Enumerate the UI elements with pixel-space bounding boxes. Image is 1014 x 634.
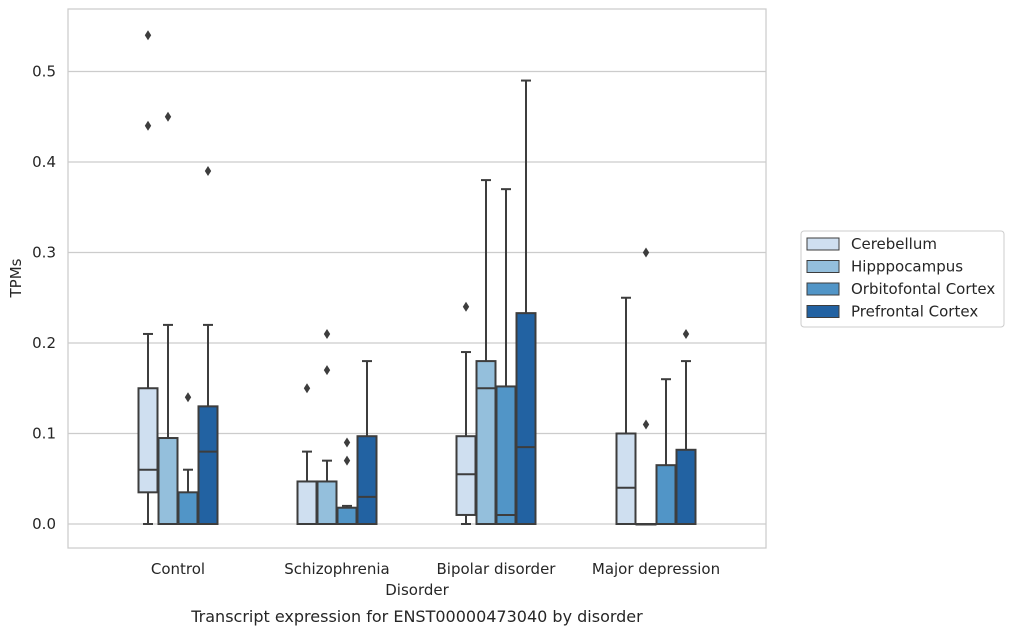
box-body bbox=[655, 464, 677, 525]
box-1-0 bbox=[157, 111, 179, 525]
x-tick-labels: Control Schizophrenia Bipolar disorder Majo… bbox=[151, 560, 720, 578]
box-body bbox=[675, 448, 697, 526]
y-axis-title: TPMs bbox=[7, 258, 25, 298]
outlier-marker bbox=[642, 419, 650, 430]
legend-swatch bbox=[806, 260, 840, 273]
outlier-marker bbox=[343, 437, 351, 448]
legend-label: Hipppocampus bbox=[851, 258, 963, 276]
chart-caption: Transcript expression for ENST0000047304… bbox=[190, 607, 643, 626]
box-body bbox=[316, 480, 338, 525]
box-body bbox=[515, 312, 537, 526]
x-tick-label: Bipolar disorder bbox=[437, 560, 557, 578]
y-tick-label: 0.4 bbox=[32, 153, 56, 171]
plot-area-frame bbox=[67, 8, 767, 549]
legend-label: Prefrontal Cortex bbox=[851, 303, 978, 321]
box-3-1 bbox=[356, 360, 378, 525]
outlier-marker bbox=[303, 383, 311, 394]
legend-swatch bbox=[806, 282, 840, 296]
box-3-0 bbox=[197, 166, 219, 526]
outlier-marker bbox=[343, 455, 351, 466]
outlier-marker bbox=[462, 301, 470, 312]
box-body bbox=[475, 360, 497, 525]
box-body bbox=[455, 435, 477, 516]
outlier-marker bbox=[642, 247, 650, 258]
box-body bbox=[157, 437, 179, 525]
box-body bbox=[177, 491, 199, 526]
legend: Cerebellum Hipppocampus Orbitofontal Corte… bbox=[800, 230, 1005, 328]
legend-label: Orbitofontal Cortex bbox=[851, 280, 995, 298]
box-2-1 bbox=[336, 437, 358, 525]
box-0-3 bbox=[615, 296, 637, 525]
box-body bbox=[197, 405, 219, 526]
y-tick-label: 0.2 bbox=[32, 334, 56, 352]
box-body bbox=[615, 432, 637, 525]
box-2-3 bbox=[655, 378, 677, 525]
x-tick-label: Control bbox=[151, 560, 205, 578]
y-tick-label: 0.3 bbox=[32, 244, 56, 262]
box-1-1 bbox=[316, 328, 338, 525]
outlier-marker bbox=[184, 392, 192, 403]
box-body bbox=[336, 506, 358, 525]
x-tick-label: Schizophrenia bbox=[284, 560, 389, 578]
y-tick-labels: 0.0 0.1 0.2 0.3 0.4 0.5 bbox=[32, 63, 56, 534]
legend-label: Cerebellum bbox=[851, 235, 937, 253]
box-0-0 bbox=[137, 30, 159, 525]
outlier-marker bbox=[682, 328, 690, 339]
outlier-marker bbox=[323, 365, 331, 376]
outlier-marker bbox=[204, 166, 212, 177]
box-2-0 bbox=[177, 392, 199, 526]
box-0-1 bbox=[296, 383, 318, 525]
outlier-marker bbox=[144, 120, 152, 131]
y-tick-label: 0.0 bbox=[32, 515, 56, 533]
legend-swatch bbox=[806, 237, 840, 251]
y-tick-label: 0.1 bbox=[32, 425, 56, 443]
y-tick-label: 0.5 bbox=[32, 63, 56, 81]
box-body bbox=[356, 435, 378, 525]
x-tick-label: Major depression bbox=[592, 560, 720, 578]
box-body bbox=[495, 385, 517, 525]
box-1-3 bbox=[635, 247, 657, 526]
x-axis-title: Disorder bbox=[385, 581, 449, 599]
box-1-2 bbox=[475, 179, 497, 525]
outlier-marker bbox=[144, 30, 152, 41]
outlier-marker bbox=[164, 111, 172, 122]
outlier-marker bbox=[323, 328, 331, 339]
legend-swatch bbox=[806, 305, 840, 318]
box-3-2 bbox=[515, 79, 537, 526]
legend-frame bbox=[800, 230, 1005, 328]
box-0-2 bbox=[455, 301, 477, 525]
box-body bbox=[296, 480, 318, 525]
box-3-3 bbox=[675, 328, 697, 526]
box-body bbox=[137, 387, 159, 494]
boxes bbox=[137, 30, 697, 526]
box-2-2 bbox=[495, 188, 517, 525]
